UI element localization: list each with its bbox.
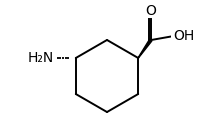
Polygon shape	[138, 39, 152, 58]
Text: OH: OH	[173, 29, 194, 43]
Text: H₂N: H₂N	[28, 51, 54, 65]
Text: O: O	[145, 4, 156, 18]
